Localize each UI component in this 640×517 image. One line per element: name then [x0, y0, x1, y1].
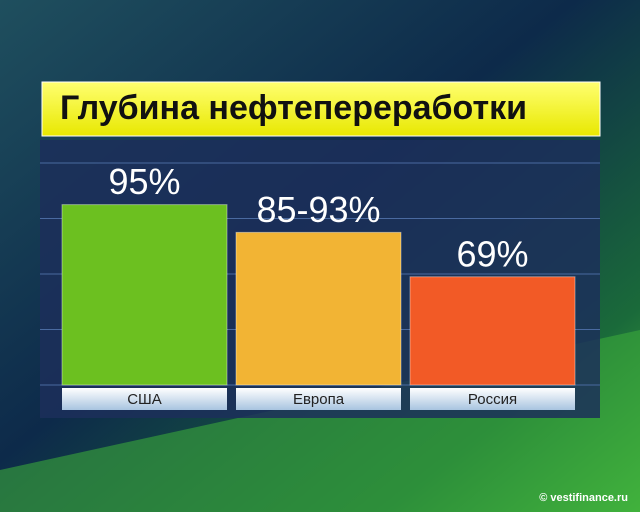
bar — [409, 276, 576, 386]
bar — [235, 231, 402, 386]
value-label: 95% — [108, 161, 180, 202]
x-tick-label: Европа — [293, 391, 345, 408]
title-banner — [41, 81, 601, 137]
value-label: 85-93% — [256, 189, 380, 230]
bar — [61, 204, 228, 386]
x-tick-label: Россия — [468, 391, 517, 408]
credit: © vestifinance.ru — [539, 492, 628, 504]
value-label: 69% — [456, 233, 528, 274]
category-strip — [410, 388, 575, 410]
category-strip — [62, 388, 227, 410]
category-strip — [236, 388, 401, 410]
chart-title: Глубина нефтепереработки — [60, 89, 527, 127]
x-tick-label: США — [127, 391, 162, 408]
